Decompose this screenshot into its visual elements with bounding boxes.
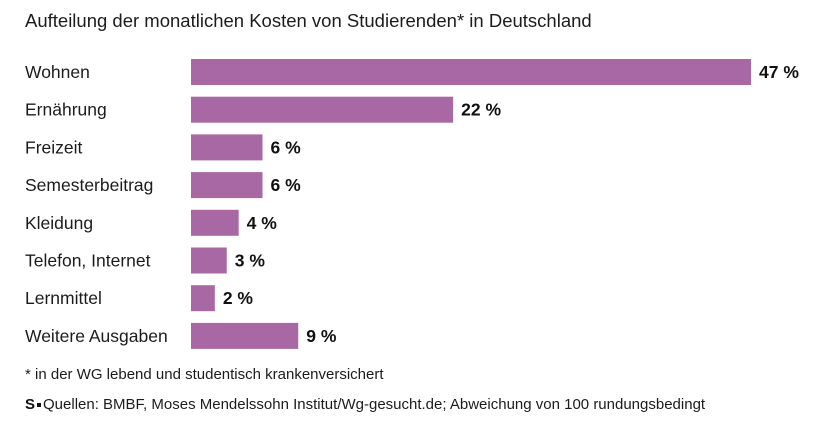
publisher-logo: S: [25, 396, 36, 413]
logo-dot-icon: [37, 402, 42, 407]
bar: [191, 285, 215, 312]
value-label: 6 %: [270, 175, 301, 195]
value-label: 3 %: [235, 251, 266, 271]
value-label: 9 %: [306, 326, 337, 346]
category-label: Kleidung: [25, 213, 93, 233]
value-label: 4 %: [247, 213, 278, 233]
value-label: 22 %: [461, 100, 501, 120]
bar: [191, 134, 263, 161]
bar-chart: Wohnen 47 % Ernährung 22 % Freizeit 6 % Semest…: [25, 59, 799, 349]
value-label: 2 %: [223, 288, 254, 308]
category-label: Ernährung: [25, 100, 107, 120]
bar: [191, 209, 239, 236]
category-label: Weitere Ausgaben: [25, 326, 168, 346]
category-label: Telefon, Internet: [25, 251, 151, 271]
source-line: S Quellen: BMBF, Moses Mendelssohn Instit…: [25, 396, 705, 413]
bar: [191, 172, 263, 199]
value-label: 47 %: [759, 62, 799, 82]
bar: [191, 247, 227, 274]
category-label: Lernmittel: [25, 288, 102, 308]
bar: [191, 322, 299, 349]
source-text: Quellen: BMBF, Moses Mendelssohn Institu…: [43, 396, 706, 413]
category-label: Freizeit: [25, 137, 83, 157]
bar: [191, 59, 751, 85]
footnote: * in der WG lebend und studentisch krank…: [25, 366, 384, 383]
category-label: Wohnen: [25, 62, 90, 82]
bar: [191, 96, 454, 123]
value-label: 6 %: [270, 137, 301, 157]
chart-title: Aufteilung der monatlichen Kosten von St…: [25, 10, 592, 31]
category-label: Semesterbeitrag: [25, 175, 153, 195]
bars-group: Wohnen 47 % Ernährung 22 % Freizeit 6 % Semest…: [25, 59, 799, 349]
